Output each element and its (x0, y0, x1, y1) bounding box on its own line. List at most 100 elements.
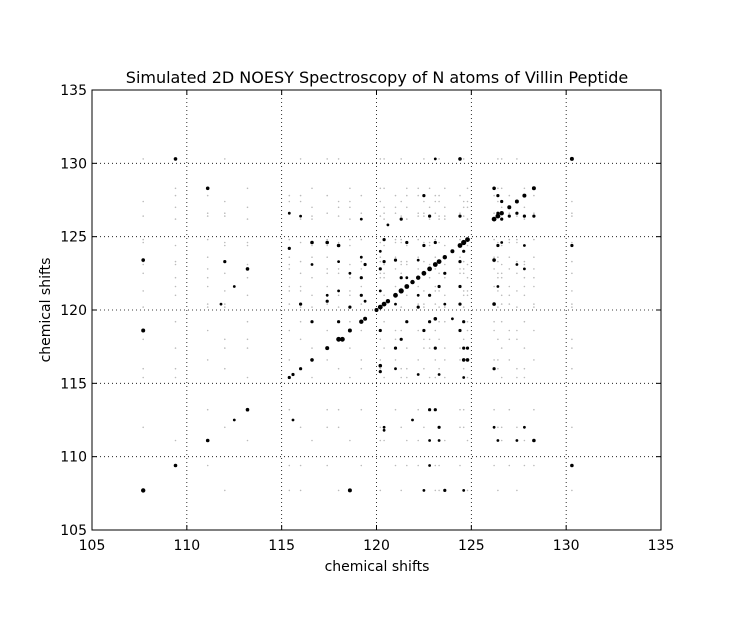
noesy-peak (458, 260, 462, 264)
noesy-peak (141, 258, 145, 262)
noesy-peak (325, 240, 330, 245)
faint-peak (406, 464, 408, 467)
noesy-peak (462, 346, 466, 350)
faint-peak (516, 489, 518, 492)
faint-peak (349, 263, 351, 266)
noesy-peak (310, 320, 314, 324)
noesy-peak (378, 370, 382, 374)
faint-peak (459, 408, 461, 411)
faint-peak (337, 158, 340, 160)
noesy-peak (462, 376, 466, 379)
faint-peak (337, 367, 340, 370)
faint-peak (438, 200, 440, 203)
faint-peak (174, 367, 177, 370)
faint-peak (406, 347, 408, 349)
faint-peak (224, 426, 226, 429)
noesy-peak (458, 328, 462, 333)
faint-peak (516, 367, 518, 370)
faint-peak (400, 263, 403, 266)
faint-peak (383, 320, 385, 323)
faint-peak (360, 464, 363, 467)
faint-peak (533, 359, 535, 361)
faint-peak (434, 238, 437, 241)
faint-peak (383, 218, 385, 220)
faint-peak (394, 194, 397, 197)
noesy-peak (458, 214, 462, 218)
faint-peak (493, 194, 495, 197)
faint-peak (246, 439, 249, 442)
faint-peak (516, 290, 518, 292)
faint-peak (383, 158, 385, 160)
faint-peak (428, 276, 431, 279)
noesy-peak (416, 305, 420, 309)
noesy-peak (363, 316, 368, 321)
faint-peak (406, 260, 408, 263)
faint-peak (206, 238, 209, 241)
faint-peak (206, 212, 209, 214)
noesy-peak (393, 258, 398, 262)
faint-peak (508, 285, 511, 288)
faint-peak (493, 256, 495, 259)
faint-peak (288, 200, 291, 203)
noesy-peak (310, 358, 314, 362)
faint-peak (379, 426, 382, 429)
faint-peak (497, 306, 499, 308)
faint-peak (508, 338, 511, 341)
noesy-peak (492, 425, 496, 429)
faint-peak (417, 268, 420, 270)
noesy-peak (359, 276, 363, 280)
faint-peak (508, 303, 511, 305)
faint-peak (174, 320, 177, 323)
faint-peak (288, 238, 291, 241)
faint-peak (360, 367, 363, 370)
faint-peak (500, 206, 503, 209)
faint-peak (174, 187, 177, 190)
noesy-peak (405, 320, 409, 324)
faint-peak (516, 260, 518, 263)
faint-peak (379, 256, 382, 259)
faint-peak (400, 367, 403, 370)
faint-peak (533, 306, 535, 308)
faint-peak (326, 408, 329, 411)
faint-peak (311, 256, 313, 259)
faint-peak (174, 194, 177, 197)
faint-peak (434, 303, 437, 305)
faint-peak (571, 215, 573, 217)
faint-peak (206, 303, 209, 305)
noesy-peak (378, 249, 382, 253)
noesy-peak (442, 255, 447, 260)
noesy-peak (515, 211, 519, 215)
faint-peak (516, 238, 518, 241)
noesy-peak (173, 157, 178, 161)
faint-peak (462, 158, 465, 160)
y-axis-label: chemical shifts (38, 258, 54, 363)
faint-peak (459, 238, 461, 241)
noesy-peak (205, 186, 210, 191)
faint-peak (508, 238, 511, 241)
x-tick-labels: 105 110 115 120 125 130 135 (79, 538, 675, 554)
faint-peak (174, 206, 177, 209)
faint-peak (224, 367, 226, 370)
faint-peak (311, 376, 313, 379)
noesy-peak (347, 328, 352, 333)
noesy-peak (359, 217, 363, 221)
faint-peak (417, 359, 420, 361)
faint-peak (459, 268, 461, 270)
faint-peak (394, 285, 397, 288)
noesy-peak (287, 211, 291, 215)
faint-peak (400, 489, 403, 492)
noesy-peak (340, 336, 345, 342)
faint-peak (326, 238, 329, 241)
faint-peak (438, 218, 440, 220)
noesy-peak (310, 263, 314, 266)
faint-peak (500, 244, 503, 247)
faint-peak (497, 367, 499, 370)
faint-peak (246, 218, 249, 220)
faint-peak (571, 290, 573, 292)
faint-peak (394, 268, 397, 270)
faint-peak (400, 200, 403, 203)
noesy-peak (382, 428, 386, 432)
faint-peak (497, 276, 499, 279)
faint-peak (224, 212, 226, 214)
faint-peak (516, 426, 518, 429)
